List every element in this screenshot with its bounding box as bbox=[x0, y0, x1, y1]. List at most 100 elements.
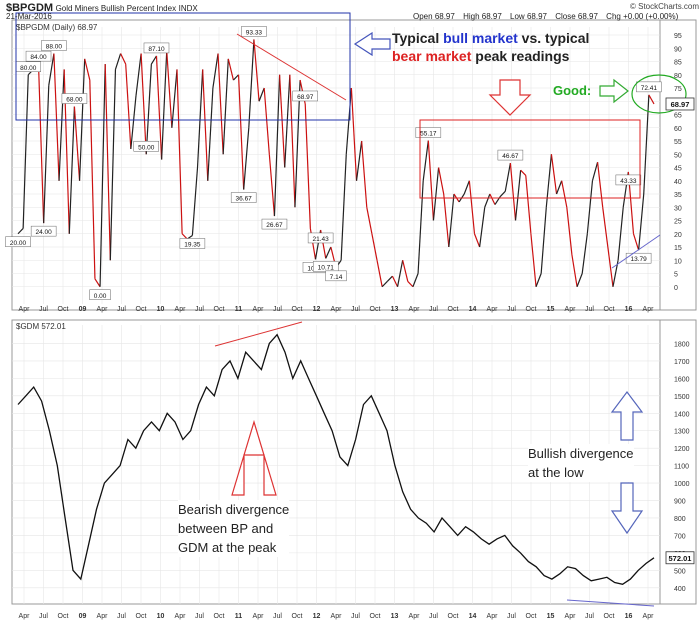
ticker-symbol: $BPGDM bbox=[6, 2, 54, 14]
gdm-y-tick-label: 800 bbox=[674, 516, 686, 523]
bpgdm-line-segment bbox=[22, 74, 29, 229]
bpgdm-line-segment bbox=[84, 58, 91, 81]
gdm-price-line bbox=[17, 333, 655, 585]
gdm-y-tick-label: 1100 bbox=[674, 464, 689, 471]
bpgdm-line-segment bbox=[227, 58, 235, 81]
gdm-x-tick-label: Oct bbox=[58, 613, 69, 620]
bpgdm-x-tick-label: Jul bbox=[273, 306, 282, 313]
bpgdm-line-segment bbox=[248, 39, 255, 128]
gdm-x-tick-label: Oct bbox=[136, 613, 147, 620]
bpgdm-line-segment bbox=[89, 80, 96, 279]
bpgdm-line-segment bbox=[632, 233, 640, 251]
bpgdm-line-segment bbox=[448, 193, 455, 248]
value-marker-box bbox=[30, 225, 57, 237]
bpgdm-x-tick-label: Oct bbox=[136, 306, 147, 313]
bpgdm-line-segment bbox=[417, 180, 424, 274]
ticker-name: Gold Miners Bullish Percent Index bbox=[55, 4, 177, 13]
annotation-typical-bear-2: peak readings bbox=[471, 48, 570, 64]
annotation-bullish: Bullish divergence at the low bbox=[528, 444, 634, 482]
bpgdm-line-segment bbox=[576, 273, 583, 287]
gdm-x-tick-label: 15 bbox=[547, 613, 555, 620]
bpgdm-line-segment bbox=[509, 163, 517, 221]
gdm-y-tick-label: 400 bbox=[674, 586, 686, 593]
gdm-x-tick-label: Apr bbox=[565, 613, 577, 620]
bpgdm-y-tick-label: 10 bbox=[674, 258, 682, 265]
value-marker-box bbox=[179, 238, 206, 249]
gdm-x-tick-label: 13 bbox=[391, 613, 399, 620]
bpgdm-line-segment bbox=[550, 154, 558, 195]
gdm-x-tick-label: Jul bbox=[117, 613, 126, 620]
bpgdm-line-segment bbox=[232, 74, 239, 81]
bpgdm-line-segment bbox=[68, 106, 76, 234]
chart-date: 21-Mar-2016 bbox=[6, 12, 52, 21]
bpgdm-downtrend-line bbox=[236, 33, 347, 101]
bpgdm-x-tick-label: Apr bbox=[175, 306, 187, 313]
bpgdm-x-tick-label: 14 bbox=[469, 306, 477, 313]
annotation-typical-bear: bear market peak readings bbox=[392, 48, 569, 64]
bpgdm-x-tick-label: Oct bbox=[58, 306, 69, 313]
bpgdm-line-segment bbox=[361, 140, 368, 208]
bpgdm-line-segment bbox=[596, 162, 604, 208]
gdm-x-tick-label: Jul bbox=[39, 613, 48, 620]
axes: 05101520253035404550556065707580859095Ap… bbox=[19, 33, 695, 620]
bpgdm-line-segment bbox=[181, 233, 188, 240]
annotation-bearish-1: Bearish divergence bbox=[178, 502, 290, 517]
value-marker-label: 93.33 bbox=[246, 29, 263, 36]
value-marker-label: 43.33 bbox=[620, 178, 637, 185]
bpgdm-x-tick-label: Jul bbox=[585, 306, 594, 313]
bpgdm-x-tick-label: 16 bbox=[625, 306, 633, 313]
bpgdm-line-segment bbox=[109, 69, 117, 261]
bpgdm-line-segment bbox=[520, 169, 527, 176]
bpgdm-line-segment bbox=[514, 170, 522, 221]
bpgdm-x-tick-label: 15 bbox=[547, 306, 555, 313]
bpgdm-line-segment bbox=[120, 53, 127, 65]
ticker-exchange: INDX bbox=[178, 4, 198, 13]
bpgdm-line-segment bbox=[268, 154, 276, 217]
gdm-x-tick-label: Oct bbox=[526, 613, 537, 620]
bpgdm-line-segment bbox=[561, 180, 568, 208]
bpgdm-x-tick-label: 10 bbox=[157, 306, 165, 313]
bpgdm-line-segment bbox=[463, 180, 470, 195]
annotation-bullish-1: Bullish divergence bbox=[528, 446, 634, 461]
gdm-x-tick-label: Jul bbox=[429, 613, 438, 620]
value-marker-label: 68.97 bbox=[297, 94, 314, 101]
gdm-last-value-box bbox=[665, 551, 695, 565]
bpgdm-x-tick-label: Jul bbox=[351, 306, 360, 313]
bpgdm-line-segment bbox=[191, 167, 199, 236]
bpgdm-line-segment bbox=[407, 281, 414, 288]
bpgdm-y-tick-label: 60 bbox=[674, 126, 682, 133]
gdm-x-tick-label: 16 bbox=[625, 613, 633, 620]
top-panel-title: $BPGDM (Daily) 68.97 bbox=[16, 23, 98, 32]
bpgdm-line-segment bbox=[366, 207, 373, 234]
bpgdm-y-tick-label: 35 bbox=[674, 192, 682, 199]
value-marker-label: 88.00 bbox=[46, 44, 63, 51]
gdm-x-tick-label: Apr bbox=[643, 613, 655, 620]
gdm-x-tick-label: 12 bbox=[313, 613, 321, 620]
bpgdm-line-segment bbox=[176, 69, 183, 234]
bpgdm-line-segment bbox=[484, 193, 491, 208]
bpgdm-y-tick-label: 50 bbox=[674, 152, 682, 159]
value-marker-label: 19.35 bbox=[184, 241, 201, 248]
bpgdm-line-segment bbox=[217, 53, 224, 155]
bpgdm-line-segment bbox=[207, 87, 214, 181]
bpgdm-line-segment bbox=[468, 180, 476, 234]
bpgdm-line-segment bbox=[325, 246, 332, 259]
bpgdm-line-segment bbox=[284, 74, 291, 168]
bpgdm-line-segment bbox=[294, 80, 301, 208]
gdm-x-tick-label: Jul bbox=[195, 613, 204, 620]
bpgdm-line-segment bbox=[355, 140, 363, 181]
bpgdm-line-segment bbox=[555, 180, 563, 195]
bpgdm-line-segment bbox=[212, 53, 219, 89]
value-marker-box bbox=[497, 149, 524, 161]
bpgdm-line-segment bbox=[402, 260, 409, 282]
bpgdm-line-segment bbox=[171, 69, 178, 128]
bpgdm-x-tick-label: Oct bbox=[448, 306, 459, 313]
value-marker-box bbox=[307, 232, 334, 244]
bpgdm-line-segment bbox=[443, 193, 450, 248]
bpgdm-x-tick-label: 12 bbox=[313, 306, 321, 313]
gdm-y-tick-label: 1500 bbox=[674, 394, 690, 401]
bpgdm-x-tick-label: 09 bbox=[79, 306, 87, 313]
bpgdm-line-segment bbox=[591, 162, 599, 181]
